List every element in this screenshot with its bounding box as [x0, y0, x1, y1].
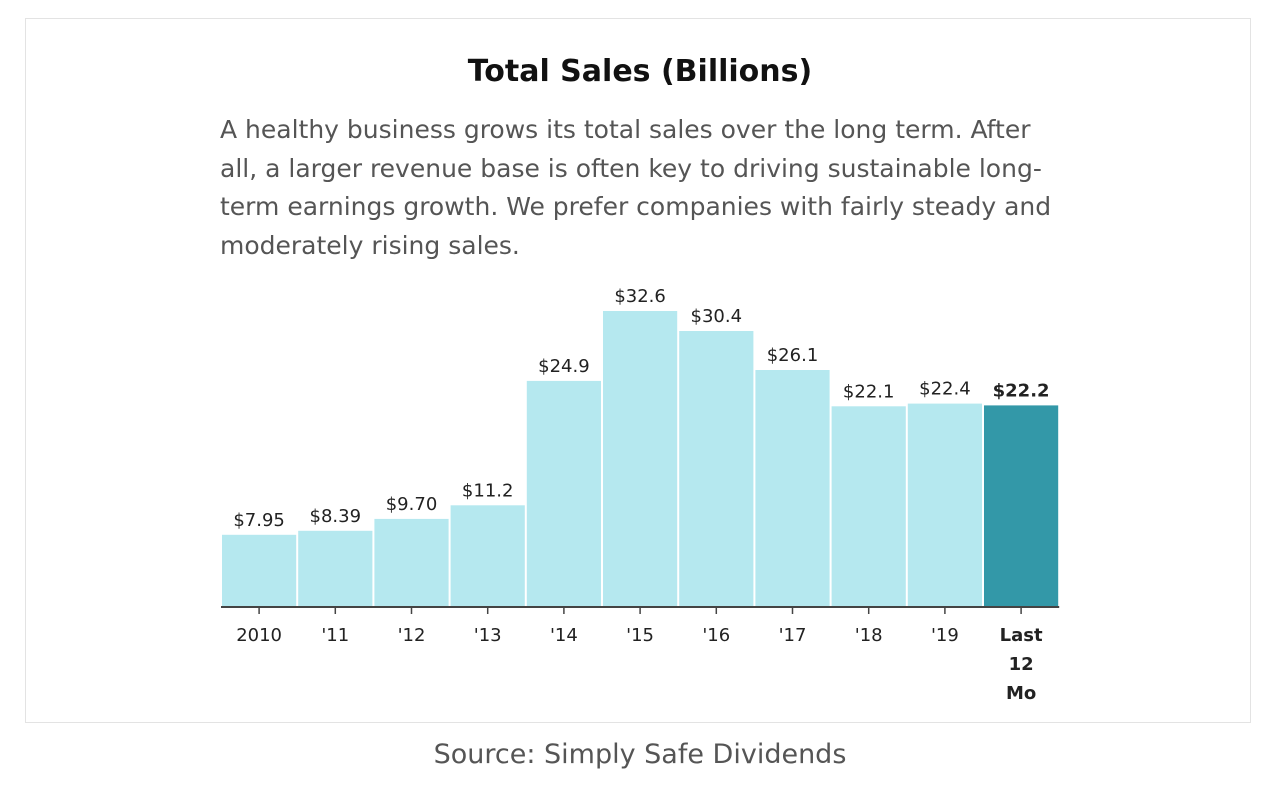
bar-value-label: $22.1: [843, 381, 895, 402]
bar-5: [603, 311, 678, 607]
x-tick-label: '14: [550, 625, 578, 646]
x-tick-label: '16: [702, 625, 730, 646]
chart-description: A healthy business grows its total sales…: [220, 115, 1052, 260]
bar-value-label: $11.2: [462, 480, 514, 501]
bar-value-label: $24.9: [538, 356, 590, 377]
chart-title: Total Sales (Billions): [467, 54, 813, 89]
bar-value-label: $22.4: [919, 379, 971, 400]
x-tick-label: '18: [855, 625, 883, 646]
x-tick-label: '12: [398, 625, 426, 646]
bar-4: [526, 380, 601, 607]
bar-value-label: $30.4: [691, 306, 743, 327]
bar-2: [374, 518, 449, 607]
bar-3: [450, 505, 525, 607]
source-caption: Source: Simply Safe Dividends: [433, 739, 847, 770]
bar-7: [755, 370, 830, 607]
bar-value-label: $7.95: [233, 510, 285, 531]
bar-value-label: $8.39: [310, 506, 362, 527]
bar-1: [298, 530, 373, 607]
bar-value-label: $9.70: [386, 494, 438, 515]
x-tick-label: '11: [321, 625, 349, 646]
bar-9: [907, 403, 982, 607]
x-tick-label: 2010: [236, 625, 282, 646]
bar-value-label: $22.2: [993, 380, 1050, 401]
x-tick-label: '15: [626, 625, 654, 646]
bar-8: [831, 406, 906, 607]
bar-6: [679, 331, 754, 607]
x-tick-label: '17: [779, 625, 807, 646]
x-tick-label: '19: [931, 625, 959, 646]
x-tick-label: '13: [474, 625, 502, 646]
bar-value-label: $32.6: [614, 286, 666, 307]
bar-10: [984, 405, 1059, 607]
bar-0: [222, 534, 297, 607]
bar-value-label: $26.1: [767, 345, 819, 366]
x-tick-label: Last 12 Mo: [1000, 625, 1043, 704]
